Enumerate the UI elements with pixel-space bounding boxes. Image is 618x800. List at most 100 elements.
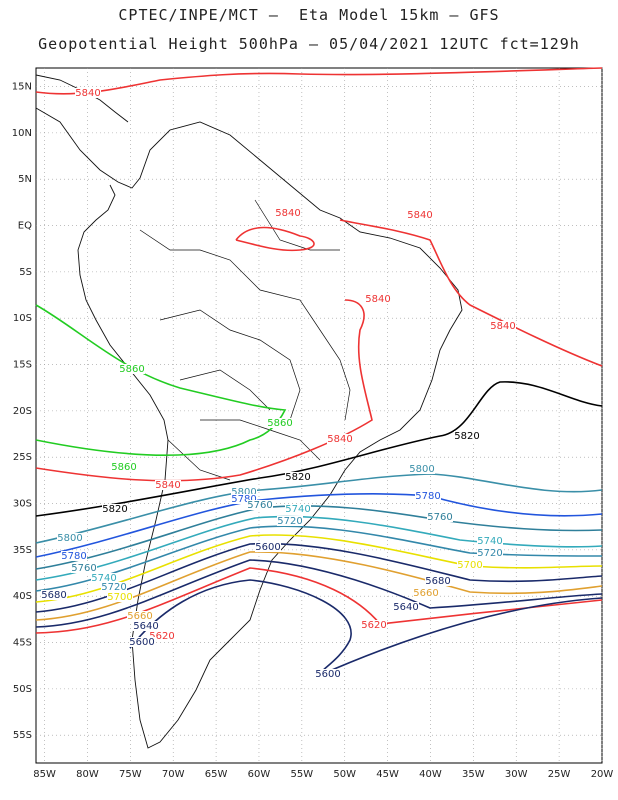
lat-tick-label: 10S bbox=[13, 313, 32, 324]
contour-label-5820: 5820 bbox=[454, 431, 479, 442]
contour-label-bg bbox=[247, 500, 273, 510]
lon-tick-label: 25W bbox=[548, 769, 571, 780]
contour-label-bg bbox=[155, 480, 181, 490]
contour-5640 bbox=[35, 559, 603, 628]
lat-tick-label: 15S bbox=[13, 360, 32, 371]
contour-label-5740: 5740 bbox=[477, 536, 502, 547]
contour-label-5840: 5840 bbox=[327, 434, 352, 445]
lat-tick-label: 25S bbox=[13, 452, 32, 463]
contour-label-5600: 5600 bbox=[315, 669, 340, 680]
lat-tick-label: 55S bbox=[13, 730, 32, 741]
lon-tick-label: 40W bbox=[419, 769, 442, 780]
contour-label-5840: 5840 bbox=[365, 294, 390, 305]
contour-label-5780: 5780 bbox=[415, 491, 440, 502]
contour-label-5640: 5640 bbox=[393, 602, 418, 613]
lon-tick-label: 85W bbox=[33, 769, 56, 780]
contour-label-5720: 5720 bbox=[477, 548, 502, 559]
contour-label-bg bbox=[71, 563, 97, 573]
contour-label-5800: 5800 bbox=[57, 533, 82, 544]
contour-label-bg bbox=[327, 434, 353, 444]
contour-label-5860: 5860 bbox=[119, 364, 144, 375]
contour-label-bg bbox=[361, 620, 387, 630]
contour-5680 bbox=[35, 542, 603, 613]
contour-label-bg bbox=[277, 516, 303, 526]
contour-label-5780: 5780 bbox=[61, 551, 86, 562]
contour-label-bg bbox=[129, 637, 155, 647]
contour-label-5620: 5620 bbox=[149, 631, 174, 642]
contour-label-bg bbox=[57, 533, 83, 543]
contour-label-5840: 5840 bbox=[155, 480, 180, 491]
contour-label-bg bbox=[267, 418, 293, 428]
lat-tick-label: 5S bbox=[19, 267, 32, 278]
lat-tick-label: 15N bbox=[12, 82, 32, 93]
contour-label-5820: 5820 bbox=[102, 504, 127, 515]
contour-label-5780: 5780 bbox=[231, 494, 256, 505]
lon-tick-label: 35W bbox=[462, 769, 485, 780]
contour-label-5760: 5760 bbox=[427, 512, 452, 523]
contour-label-5680: 5680 bbox=[425, 576, 450, 587]
lon-tick-label: 30W bbox=[505, 769, 528, 780]
contour-5800 bbox=[35, 473, 603, 544]
map-title-line2: Geopotential Height 500hPa – 05/04/2021 … bbox=[38, 35, 580, 53]
lon-tick-label: 65W bbox=[205, 769, 228, 780]
contour-label-bg bbox=[415, 491, 441, 501]
contour-label-5800: 5800 bbox=[409, 464, 434, 475]
contour-label-bg bbox=[477, 536, 503, 546]
contour-label-bg bbox=[231, 494, 257, 504]
contour-5700 bbox=[35, 534, 603, 603]
contour-label-5600: 5600 bbox=[129, 637, 154, 648]
contour-label-bg bbox=[365, 294, 391, 304]
contour-label-bg bbox=[427, 512, 453, 522]
contour-label-bg bbox=[91, 573, 117, 583]
contour-label-bg bbox=[285, 504, 311, 514]
contour-label-bg bbox=[101, 582, 127, 592]
contour-label-5720: 5720 bbox=[277, 516, 302, 527]
lon-tick-label: 55W bbox=[291, 769, 314, 780]
contour-label-bg bbox=[413, 588, 439, 598]
lon-tick-label: 70W bbox=[162, 769, 185, 780]
contour-5760 bbox=[35, 505, 603, 570]
contour-label-5600: 5600 bbox=[255, 542, 280, 553]
contour-label-bg bbox=[133, 621, 159, 631]
lat-tick-label: 45S bbox=[13, 638, 32, 649]
map-title-line1: CPTEC/INPE/MCT – Eta Model 15km – GFS bbox=[118, 6, 500, 24]
contour-label-5760: 5760 bbox=[247, 500, 272, 511]
contour-5780 bbox=[35, 493, 603, 558]
contour-label-5860: 5860 bbox=[111, 462, 136, 473]
contour-label-5700: 5700 bbox=[107, 592, 132, 603]
contour-label-5660: 5660 bbox=[127, 611, 152, 622]
contour-label-bg bbox=[490, 321, 516, 331]
contour-label-5620: 5620 bbox=[361, 620, 386, 631]
contour-label-5840: 5840 bbox=[75, 88, 100, 99]
contour-label-bg bbox=[41, 590, 67, 600]
contour-label-bg bbox=[393, 602, 419, 612]
contour-label-bg bbox=[75, 88, 101, 98]
lon-tick-label: 50W bbox=[333, 769, 356, 780]
contour-label-bg bbox=[454, 431, 480, 441]
lat-tick-label: 10N bbox=[12, 128, 32, 139]
lat-tick-label: 20S bbox=[13, 406, 32, 417]
contour-label-5840: 5840 bbox=[275, 208, 300, 219]
lat-tick-label: 35S bbox=[13, 545, 32, 556]
contour-5840 bbox=[35, 67, 603, 95]
contour-label-5720: 5720 bbox=[101, 582, 126, 593]
contour-label-5640: 5640 bbox=[133, 621, 158, 632]
coastlines bbox=[35, 74, 463, 749]
contour-5740 bbox=[35, 515, 603, 581]
contour-5600 bbox=[129, 579, 603, 678]
lon-tick-label: 75W bbox=[119, 769, 142, 780]
contour-label-5760: 5760 bbox=[71, 563, 96, 574]
contour-label-bg bbox=[407, 210, 433, 220]
contour-label-5680: 5680 bbox=[41, 590, 66, 601]
contour-5820 bbox=[35, 381, 603, 517]
contour-label-bg bbox=[127, 611, 153, 621]
contour-label-bg bbox=[255, 542, 281, 552]
contour-label-5840: 5840 bbox=[490, 321, 515, 332]
lon-tick-label: 45W bbox=[376, 769, 399, 780]
contour-label-5800: 5800 bbox=[231, 487, 256, 498]
contour-label-bg bbox=[111, 462, 137, 472]
contour-label-5700: 5700 bbox=[457, 560, 482, 571]
contour-label-bg bbox=[285, 472, 311, 482]
contour-label-bg bbox=[457, 560, 483, 570]
